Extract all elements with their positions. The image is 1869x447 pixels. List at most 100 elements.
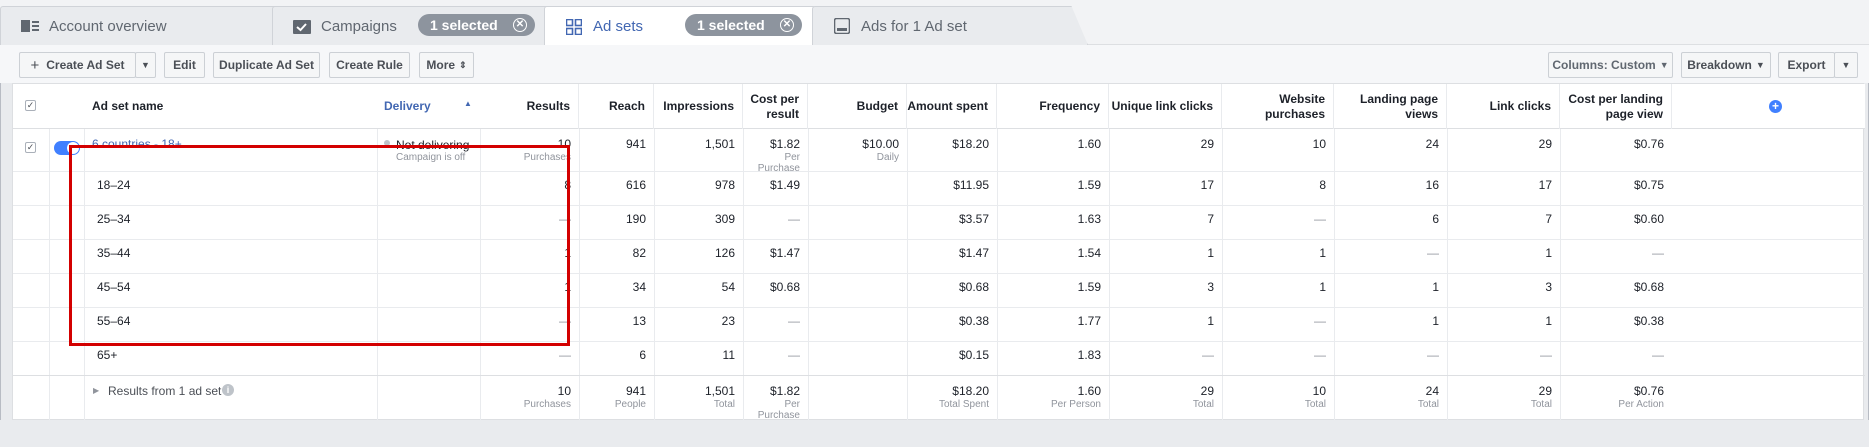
impressions-value: 1,501 — [704, 137, 735, 151]
table-row[interactable]: 65+ — 6 11 — $0.15 1.83 — — — — — — [13, 342, 1865, 376]
highlight-box — [69, 145, 570, 346]
cplpv-cell: $0.75 — [1633, 178, 1664, 192]
clear-selection-icon[interactable]: ✕ — [780, 18, 794, 32]
header-reach[interactable]: Reach — [579, 84, 654, 129]
table-row[interactable]: 55–64—13 23— $0.38 1.77 1—1 1 $0.38 — [13, 308, 1865, 342]
header-budget[interactable]: Budget — [808, 84, 907, 129]
select-all-checkbox[interactable]: ✓ — [25, 100, 36, 111]
freq-cell: 1.77 — [1077, 314, 1101, 328]
reach-cell: 6 — [639, 348, 646, 362]
header-website-purchases[interactable]: Website purchases — [1222, 84, 1334, 129]
edit-button[interactable]: Edit — [164, 52, 205, 78]
add-column-icon[interactable]: + — [1769, 100, 1782, 113]
ulc-cell: 17 — [1200, 178, 1214, 192]
summary-lc-unit: Total — [1530, 399, 1552, 410]
impressions-cell: 54 — [721, 280, 735, 294]
summary-lpv-value: 24 — [1425, 384, 1439, 398]
lpv-cell: 16 — [1425, 178, 1439, 192]
breakdown-button[interactable]: Breakdown ▼ — [1681, 52, 1771, 78]
table-row-summary: ▶ Results from 1 ad set i 10 Purchases 941… — [13, 376, 1865, 421]
summary-spent-value: $18.20 — [952, 384, 989, 398]
header-results[interactable]: Results — [480, 84, 579, 129]
create-ad-set-button[interactable]: + Create Ad Set — [19, 52, 136, 78]
export-button[interactable]: Export — [1778, 52, 1835, 78]
header-unique-link-clicks[interactable]: Unique link clicks — [1109, 84, 1222, 129]
summary-reach-unit: People — [614, 399, 646, 410]
lc-cell: 1 — [1545, 314, 1552, 328]
create-rule-button[interactable]: Create Rule — [329, 52, 410, 78]
campaigns-selected-badge[interactable]: 1 selected ✕ — [418, 14, 535, 36]
table-row[interactable]: 45–54 1 34 54 $0.68 $0.68 1.59 3 1 1 3 $0.68 — [13, 274, 1865, 308]
lc-cell: 7 — [1545, 212, 1552, 226]
ad-sets-selected-badge[interactable]: 1 selected ✕ — [685, 14, 802, 36]
delivery-substatus: Campaign is off — [396, 152, 466, 163]
expand-caret-icon[interactable]: ▶ — [93, 386, 100, 395]
spent-cell: $0.38 — [958, 314, 989, 328]
lpv-cell: 1 — [1432, 280, 1439, 294]
row-checkbox[interactable]: ✓ — [25, 142, 36, 153]
website-purchases-value: 10 — [1312, 137, 1326, 151]
caret-down-icon: ▼ — [141, 60, 150, 70]
summary-lc-value: 29 — [1538, 384, 1552, 398]
ad-icon — [833, 18, 851, 34]
lpv-cell: — — [1427, 246, 1439, 260]
freq-cell: 1.59 — [1077, 280, 1101, 294]
table-row-main[interactable]: ✓ 6 countries - 18+ Not delivering Campa… — [13, 129, 1865, 174]
summary-results-unit: Purchases — [523, 399, 571, 410]
table-row[interactable]: 35–44 1 82 126 $1.47 $1.47 1.54 1 1—1— — [13, 240, 1865, 274]
ulc-cell: 1 — [1207, 246, 1214, 260]
table-row[interactable]: 25–34—190 309— $3.57 1.63 7—6 7 $0.60 — [13, 206, 1865, 240]
caret-down-icon: ▼ — [1659, 60, 1669, 70]
info-icon[interactable]: i — [222, 384, 234, 396]
footer-area — [0, 420, 1869, 447]
header-delivery[interactable]: Delivery — [384, 99, 431, 113]
reach-cell: 13 — [632, 314, 646, 328]
clear-selection-icon[interactable]: ✕ — [513, 18, 527, 32]
budget-value[interactable]: $10.00 — [862, 137, 899, 151]
tab-ads[interactable]: Ads for 1 Ad set — [812, 6, 1088, 45]
summary-impressions-unit: Total — [713, 399, 735, 410]
age-label: 65+ — [97, 348, 118, 362]
table-row[interactable]: 18–24 8 616 978 $1.49 $11.95 1.59 17 8 16 17 $0.75 — [13, 172, 1865, 206]
summary-results-value: 10 — [557, 384, 571, 398]
reach-cell: 34 — [632, 280, 646, 294]
cost-per-result-unit: Per Purchase — [757, 152, 800, 174]
tab-account-overview[interactable]: Account overview — [0, 6, 285, 45]
header-ad-set-name[interactable]: Ad set name — [92, 99, 164, 113]
impressions-cell: 23 — [721, 314, 735, 328]
header-cost-per-result[interactable]: Cost per result — [743, 84, 808, 129]
wp-cell: 8 — [1319, 178, 1326, 192]
summary-lpv-unit: Total — [1417, 399, 1439, 410]
columns-button[interactable]: Columns: Custom ▼ — [1548, 52, 1673, 78]
wp-cell: — — [1314, 348, 1326, 362]
impressions-cell: 978 — [714, 178, 735, 192]
create-dropdown-button[interactable]: ▼ — [135, 52, 156, 78]
header-link-clicks[interactable]: Link clicks — [1447, 84, 1560, 129]
header-impressions[interactable]: Impressions — [654, 84, 743, 129]
age-label: 25–34 — [97, 212, 131, 226]
amount-spent-value: $18.20 — [952, 137, 989, 151]
cpr-cell: — — [788, 212, 800, 226]
impressions-cell: 126 — [714, 246, 735, 260]
export-dropdown-button[interactable]: ▼ — [1834, 52, 1858, 78]
tab-label: Account overview — [49, 17, 167, 35]
header-cost-per-landing-page-view[interactable]: Cost per landing page view — [1560, 84, 1672, 129]
reach-cell: 616 — [625, 178, 646, 192]
reach-value: 941 — [625, 137, 646, 151]
cpr-cell: — — [788, 348, 800, 362]
header-landing-page-views[interactable]: Landing page views — [1334, 84, 1447, 129]
lc-cell: 1 — [1545, 246, 1552, 260]
header-frequency[interactable]: Frequency — [997, 84, 1109, 129]
budget-unit: Daily — [876, 152, 899, 163]
frequency-value: 1.60 — [1077, 137, 1101, 151]
lpv-cell: — — [1427, 348, 1439, 362]
spent-cell: $1.47 — [958, 246, 989, 260]
table-header: ✓ Ad set name Delivery ▲ Results Reach I… — [13, 84, 1865, 129]
more-button[interactable]: More ⇕ — [419, 52, 474, 78]
header-amount-spent[interactable]: Amount spent — [907, 84, 997, 129]
ulc-cell: 1 — [1207, 314, 1214, 328]
ulc-cell: — — [1202, 348, 1214, 362]
plus-icon: + — [30, 56, 40, 74]
impressions-cell: 309 — [714, 212, 735, 226]
duplicate-button[interactable]: Duplicate Ad Set — [213, 52, 320, 78]
